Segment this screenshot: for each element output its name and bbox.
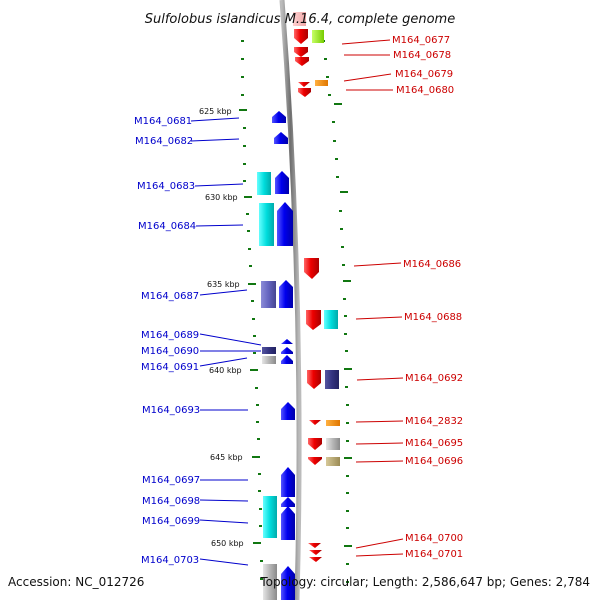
gene-arrow-0683[interactable] [275,171,289,194]
gene-features[interactable] [257,12,340,600]
gene-arrow-0692[interactable] [307,370,321,389]
gene-label-0692[interactable]: M164_0692 [405,373,463,384]
gene-arrow-0684[interactable] [277,202,293,246]
gene-label-0696[interactable]: M164_0696 [405,456,463,467]
gene-label-0691[interactable]: M164_0691 [141,362,199,373]
map-title: Sulfolobus islandicus M.16.4, complete g… [145,12,455,27]
gene-arrow-0682[interactable] [274,132,288,144]
gene-arrow-0681[interactable] [272,111,286,123]
gene-feature-gray-0691[interactable] [262,356,276,364]
gene-arrow-0679[interactable] [298,82,310,87]
gene-label-0683[interactable]: M164_0683 [137,181,195,192]
gene-label-0701[interactable]: M164_0701 [405,549,463,560]
gene-feature-gray-0695[interactable] [326,438,340,450]
gene-arrow-0700b[interactable] [309,550,322,555]
tick-label-625: 625 kbp [199,107,232,116]
gene-arrow-0690[interactable] [281,347,293,354]
gene-feature-purple-0687[interactable] [261,281,276,308]
gene-arrow-0687[interactable] [279,280,293,308]
gene-feature-orange-2832[interactable] [326,420,340,426]
tick-label-650: 650 kbp [211,539,244,548]
gene-arrow-0689[interactable] [281,339,293,344]
gene-label-0677[interactable]: M164_0677 [392,35,450,46]
gene-label-0688[interactable]: M164_0688 [404,312,462,323]
gene-label-0693[interactable]: M164_0693 [142,405,200,416]
right-gene-labels: M164_0677 M164_0678 M164_0679 M164_0680 … [392,35,463,560]
right-tick-marks [322,40,352,583]
gene-feature-green[interactable] [312,30,324,43]
gene-arrow-0697[interactable] [281,467,295,497]
gene-arrow-0696[interactable] [308,457,322,465]
gene-arrow-0700a[interactable] [308,543,321,548]
gene-feature-cyan-0684[interactable] [259,203,274,246]
left-gene-labels: M164_0681 M164_0682 M164_0683 M164_0684 … [134,116,200,566]
gene-arrow-0693[interactable] [281,402,295,420]
gene-feature-navy-0690[interactable] [262,347,276,354]
gene-arrow-0677[interactable] [294,29,308,44]
gene-arrow-0701[interactable] [309,557,322,562]
gene-feature-cyan-0683[interactable] [257,172,271,195]
gene-feature-olive-0696[interactable] [326,457,340,466]
gene-label-0686[interactable]: M164_0686 [403,259,461,270]
genome-backbone [279,0,302,600]
gene-feature-cyan-0698[interactable] [263,496,277,538]
gene-arrow-0688[interactable] [306,310,321,330]
tick-label-630: 630 kbp [205,193,238,202]
gene-arrow-0698[interactable] [281,497,295,507]
accession-text: Accession: NC_012726 [8,575,144,589]
gene-arrow-0686[interactable] [304,258,319,279]
scale-labels: 625 kbp 630 kbp 635 kbp 640 kbp 645 kbp … [199,107,244,548]
tick-label-640: 640 kbp [209,366,242,375]
gene-label-0682[interactable]: M164_0682 [135,136,193,147]
tick-label-645: 645 kbp [210,453,243,462]
gene-arrow-0678b[interactable] [295,57,309,66]
gene-arrow-0695[interactable] [308,438,322,450]
gene-label-0697[interactable]: M164_0697 [142,475,200,486]
gene-label-0689[interactable]: M164_0689 [141,330,199,341]
left-tick-marks [239,40,263,580]
gene-label-0680[interactable]: M164_0680 [396,85,454,96]
gene-label-0679[interactable]: M164_0679 [395,69,453,80]
gene-label-0703[interactable]: M164_0703 [141,555,199,566]
gene-arrow-0703[interactable] [281,566,295,600]
gene-feature-navy-0692[interactable] [325,370,339,389]
gene-feature-gray-0703[interactable] [263,564,277,600]
gene-label-0687[interactable]: M164_0687 [141,291,199,302]
gene-arrow-0680[interactable] [298,88,311,97]
tick-label-635: 635 kbp [207,280,240,289]
genome-info-text: Topology: circular; Length: 2,586,647 bp… [259,575,590,589]
gene-label-0678[interactable]: M164_0678 [393,50,451,61]
gene-label-0684[interactable]: M164_0684 [138,221,196,232]
gene-label-0690[interactable]: M164_0690 [141,346,199,357]
gene-label-0681[interactable]: M164_0681 [134,116,192,127]
right-leader-lines [341,39,404,557]
gene-label-0695[interactable]: M164_0695 [405,438,463,449]
gene-arrow-0691[interactable] [281,355,293,364]
left-leader-lines [190,117,262,566]
gene-arrow-0678a[interactable] [294,47,308,57]
gene-label-0700[interactable]: M164_0700 [405,533,463,544]
gene-label-2832[interactable]: M164_2832 [405,416,463,427]
gene-feature-pink[interactable] [293,12,306,26]
gene-feature-orange-0679[interactable] [315,80,328,86]
gene-label-0699[interactable]: M164_0699 [142,516,200,527]
gene-label-0698[interactable]: M164_0698 [142,496,200,507]
gene-arrow-2832[interactable] [309,420,321,425]
gene-feature-cyan-0688[interactable] [324,310,338,329]
gene-arrow-0699[interactable] [281,506,295,540]
